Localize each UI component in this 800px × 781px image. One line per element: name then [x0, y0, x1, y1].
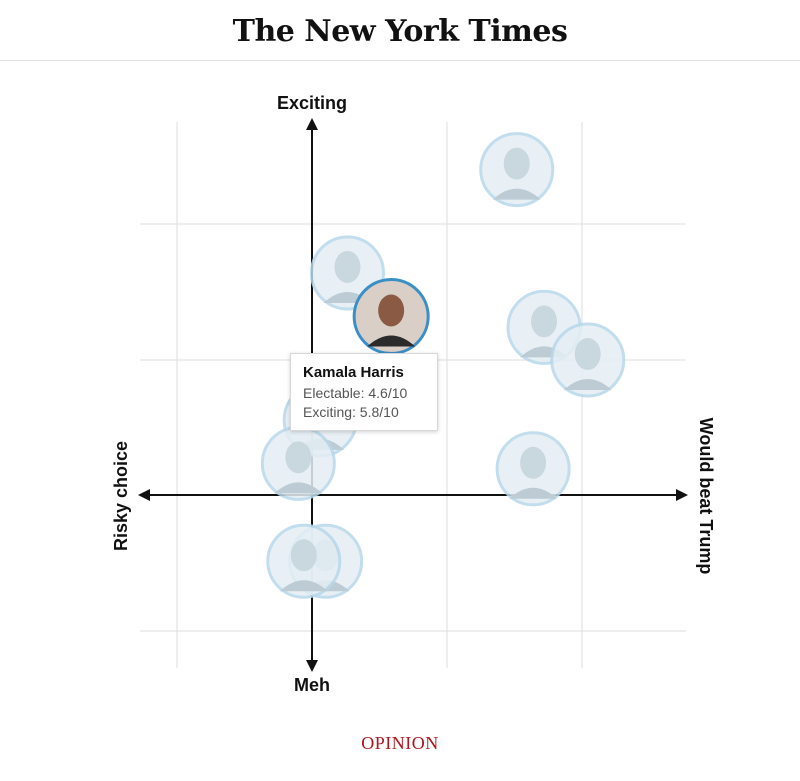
data-point[interactable]	[550, 322, 626, 398]
tooltip-exciting: Exciting: 5.8/10	[303, 404, 399, 420]
masthead: The New York Times	[0, 0, 800, 61]
face-body-shape	[279, 580, 328, 592]
y-axis-arrow-top	[306, 118, 318, 130]
nyt-logo[interactable]: The New York Times	[232, 14, 568, 49]
face-head-shape	[285, 441, 312, 474]
tooltip-electable: Electable: 4.6/10	[303, 385, 408, 401]
face-head-shape	[378, 294, 405, 327]
face-head-shape	[574, 338, 601, 370]
face-head-shape	[520, 446, 547, 479]
face-body-shape	[509, 487, 558, 499]
face-body-shape	[563, 379, 612, 390]
axis-label-right: Would beat Trump	[696, 418, 716, 575]
face-head-shape	[334, 250, 361, 283]
data-point-highlighted[interactable]	[352, 277, 430, 355]
opinion-label[interactable]: OPINION	[361, 733, 439, 753]
y-axis-arrow-bottom	[306, 660, 318, 672]
axis-label-bottom: Meh	[294, 675, 330, 695]
tooltip-name: Kamala Harris	[303, 364, 404, 381]
face-body-shape	[274, 482, 323, 494]
face-head-shape	[503, 147, 530, 180]
data-point[interactable]	[479, 132, 555, 208]
data-point[interactable]	[266, 523, 342, 599]
face-head-shape	[290, 539, 317, 572]
axis-label-left: Risky choice	[111, 441, 131, 551]
tooltip: Kamala Harris Electable: 4.6/10 Exciting…	[290, 353, 438, 431]
axis-label-top: Exciting	[277, 93, 347, 113]
face-body-shape	[367, 335, 416, 347]
data-point[interactable]	[495, 431, 571, 507]
face-body-shape	[492, 188, 541, 200]
face-head-shape	[531, 305, 558, 338]
x-axis-arrow-right	[676, 489, 688, 501]
data-point[interactable]	[260, 425, 336, 501]
x-axis-arrow-left	[138, 489, 150, 501]
